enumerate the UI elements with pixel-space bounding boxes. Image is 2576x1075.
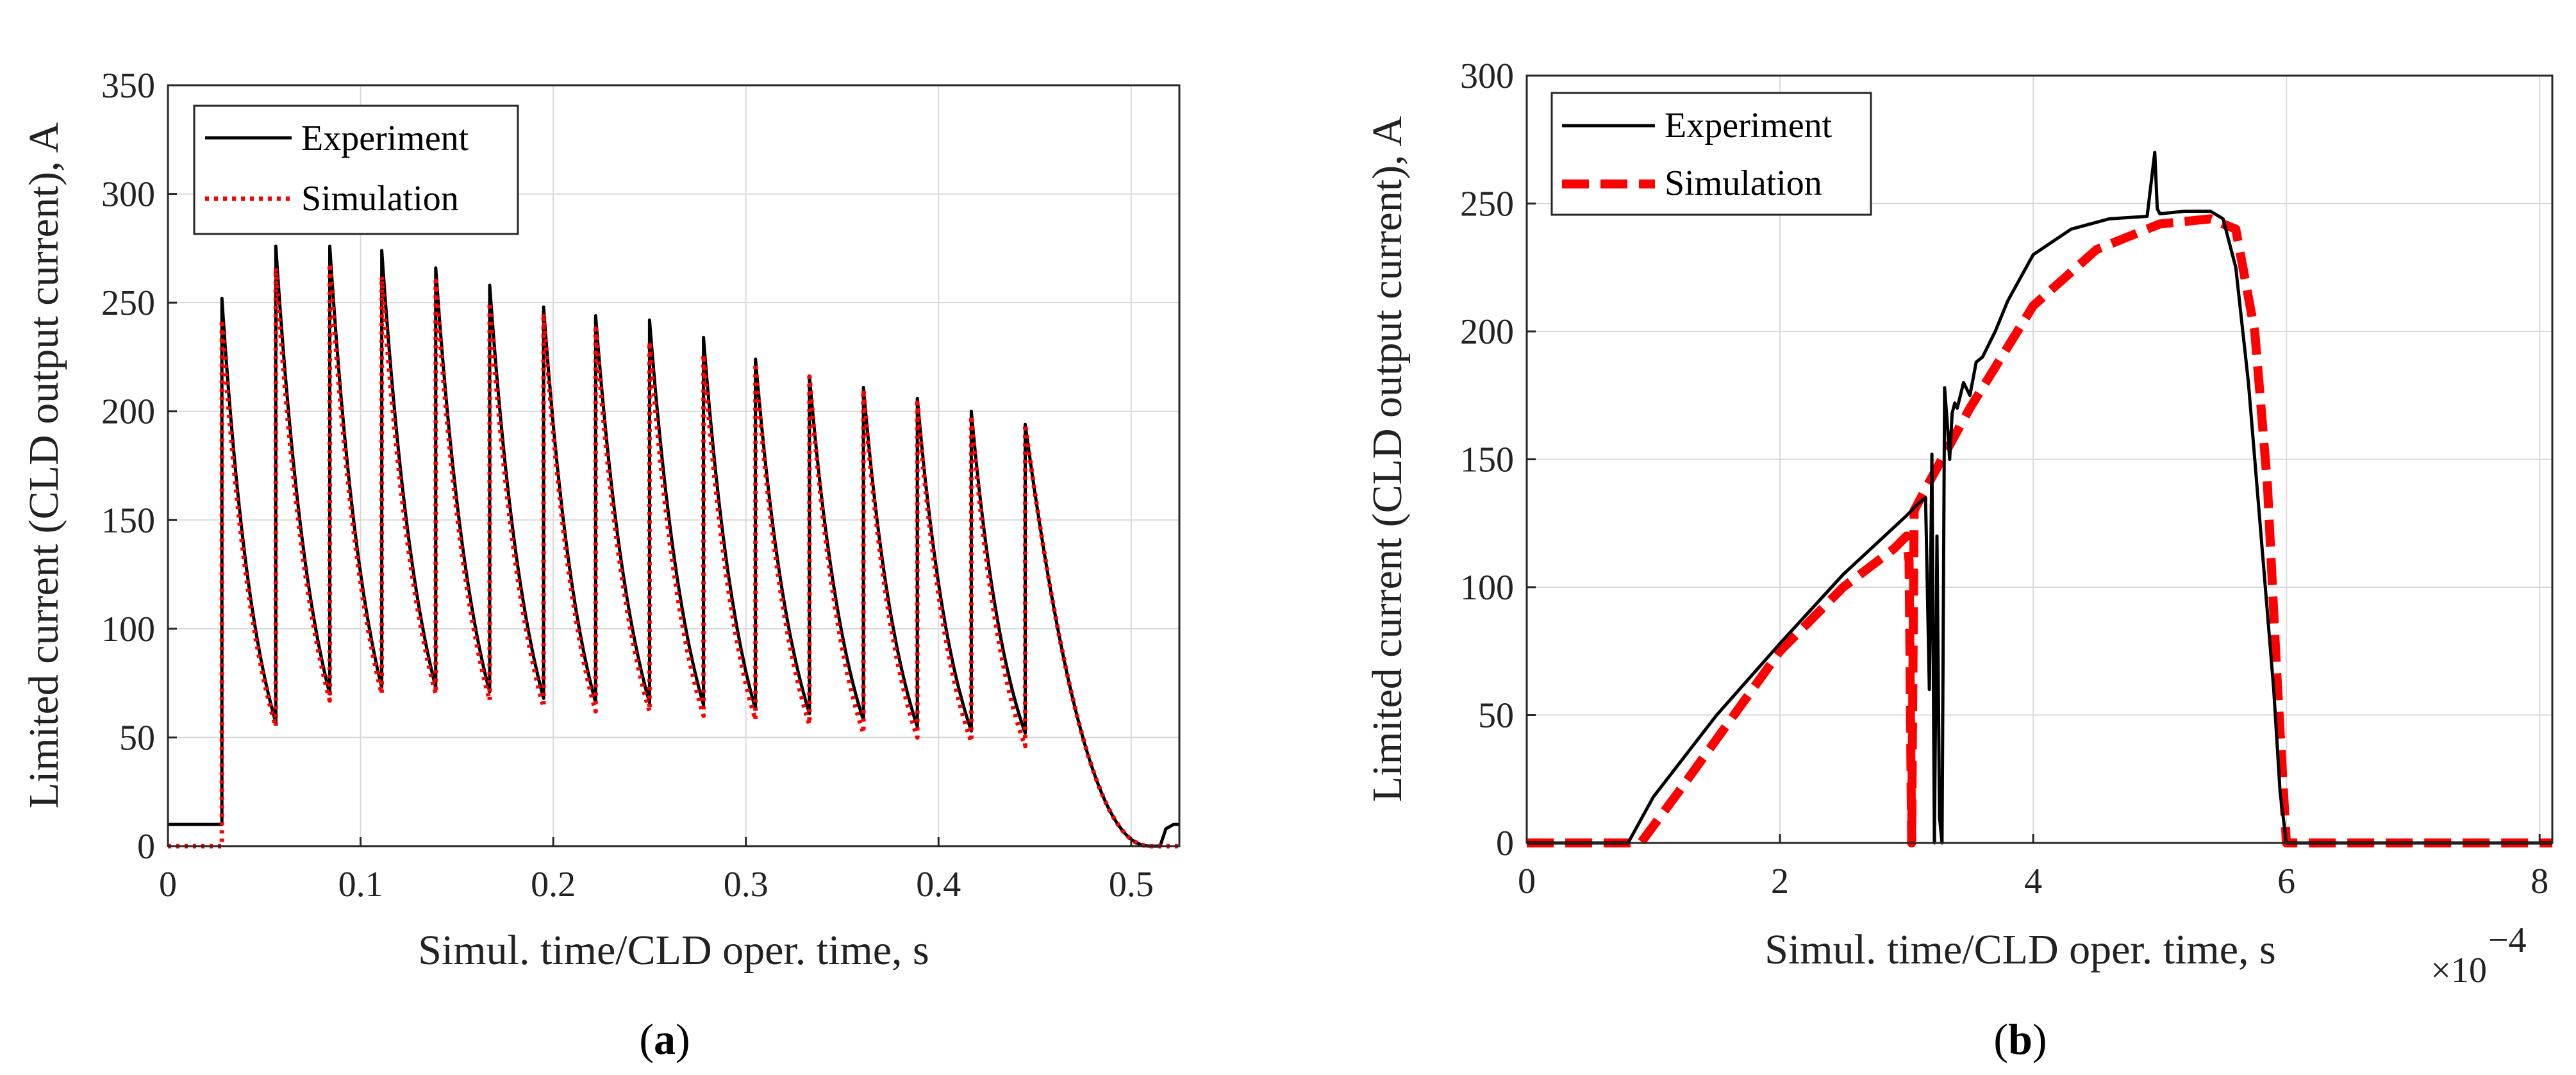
y-tick-label: 0: [137, 827, 155, 867]
y-tick-label: 300: [1460, 56, 1514, 96]
exponent-power: −4: [2488, 921, 2527, 960]
x-tick-label: 0.5: [1109, 865, 1154, 904]
y-tick-label: 250: [1460, 185, 1514, 224]
y-tick-label: 300: [101, 175, 155, 215]
tick-labels: 0 2 4 6 8 0 50 100 150 200 250 300: [1460, 56, 2548, 901]
y-tick-label: 250: [101, 283, 155, 323]
x-tick-label: 8: [2530, 862, 2548, 901]
series-layer: [1527, 151, 2552, 847]
caption-paren-close: ): [676, 1015, 690, 1063]
panel-caption-a: (a): [639, 1015, 690, 1063]
x-tick-label: 0.3: [724, 865, 769, 904]
y-tick-label: 150: [101, 501, 155, 540]
tick-labels: 0 0.1 0.2 0.3 0.4 0.5 0 50 100 150 200 250 300 350: [101, 66, 1154, 904]
y-tick-label: 50: [1478, 696, 1514, 736]
x-tick-label: 4: [2024, 862, 2042, 901]
exponent-base: ×10: [2431, 951, 2487, 990]
y-axis-label: Limited current (CLD output current), A: [1364, 115, 1411, 802]
chart-panel-a: 0 0.1 0.2 0.3 0.4 0.5 0 50 100 150 200 250 300 350 Si…: [21, 66, 1181, 1063]
y-tick-label: 150: [1460, 440, 1514, 480]
y-tick-label: 100: [1460, 568, 1514, 608]
legend-label-simulation: Simulation: [301, 179, 459, 219]
y-tick-label: 100: [101, 610, 155, 649]
series-line-experiment: [168, 244, 1179, 848]
caption-paren-close: ): [2032, 1015, 2047, 1063]
x-tick-label: 0.4: [916, 865, 961, 904]
series-line-experiment: [1527, 151, 2552, 845]
x-tick-label: 0.2: [531, 865, 576, 904]
x-tick-label: 0: [159, 865, 177, 904]
legend-label-experiment: Experiment: [1665, 106, 1832, 146]
caption-letter: a: [654, 1015, 676, 1063]
legend-box: [1550, 92, 1872, 216]
x-axis-label: Simul. time/CLD oper. time, s: [1765, 926, 2275, 973]
y-tick-label: 200: [101, 392, 155, 432]
caption-letter: b: [2008, 1015, 2032, 1063]
series-layer: [168, 244, 1179, 849]
legend: Experiment Simulation: [1550, 92, 1872, 216]
x-tick-label: 6: [2277, 862, 2295, 901]
caption-paren-open: (: [1993, 1015, 2008, 1063]
caption-paren-open: (: [639, 1015, 654, 1063]
x-axis-label: Simul. time/CLD oper. time, s: [418, 927, 929, 974]
legend-label-simulation: Simulation: [1665, 163, 1822, 203]
y-tick-label: 50: [119, 718, 155, 758]
y-tick-label: 0: [1496, 824, 1514, 863]
legend: Experiment Simulation: [193, 104, 519, 235]
plot-frame: [167, 84, 1181, 847]
x-tick-label: 0.1: [338, 865, 383, 904]
series-line-simulation: [168, 261, 1179, 849]
legend-box: [193, 104, 519, 235]
series-line-simulation: [1527, 214, 2552, 847]
y-axis-label: Limited current (CLD output current), A: [21, 122, 67, 808]
x-tick-label: 2: [1771, 862, 1789, 901]
legend-label-experiment: Experiment: [301, 119, 469, 158]
y-tick-label: 200: [1460, 312, 1514, 352]
y-tick-label: 350: [101, 66, 155, 106]
x-tick-label: 0: [1518, 862, 1536, 901]
axis-exponent: ×10 −4: [2431, 921, 2526, 990]
chart-panel-b: 0 2 4 6 8 0 50 100 150 200 250 300 Simul. time/CLD …: [1364, 56, 2554, 1063]
panel-caption-b: (b): [1993, 1015, 2047, 1063]
